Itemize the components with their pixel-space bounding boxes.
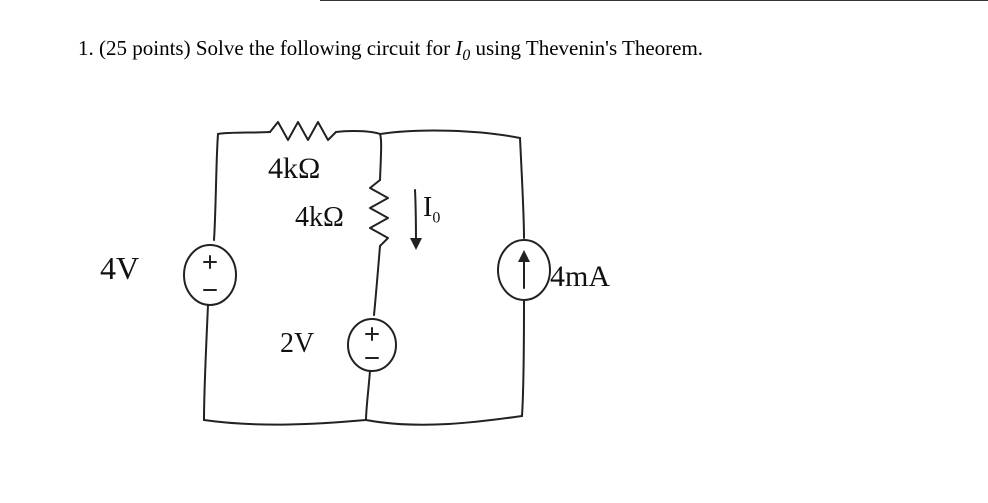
label-r-top: 4kΩ: [268, 152, 320, 186]
wire-bottom-left: [204, 420, 366, 425]
wire-bottom-right: [366, 416, 522, 425]
problem-statement: 1. (25 points) Solve the following circu…: [78, 36, 703, 65]
label-r-mid: 4kΩ: [295, 202, 344, 234]
vsource-mid-plus: [366, 328, 378, 340]
resistor-top: [270, 122, 336, 140]
vsource-left-plus: [204, 256, 216, 268]
label-i-right: 4mA: [550, 260, 610, 294]
label-v-left: 4V: [100, 250, 139, 287]
wire-top-to-node: [336, 131, 381, 180]
problem-prefix: Solve the following circuit for: [196, 36, 456, 60]
vsource-left-body: [184, 245, 236, 305]
circuit-diagram: 4kΩ 4kΩ I0 4V 2V 4mA: [80, 110, 700, 480]
label-i0-sub: 0: [432, 210, 440, 227]
label-i0: I0: [423, 192, 440, 228]
i0-arrow-head: [410, 238, 422, 250]
wire-mid-to-vsrc: [374, 246, 380, 315]
wire-top-left: [218, 132, 270, 134]
wire-right-upper: [520, 138, 524, 238]
circuit-svg: [80, 110, 700, 480]
wire-right-lower: [522, 300, 524, 416]
vsource-mid-body: [348, 319, 396, 371]
resistor-mid: [370, 180, 388, 246]
wire-mid-lower: [366, 371, 370, 420]
problem-number: 1.: [78, 36, 94, 60]
header-rule: [320, 0, 988, 1]
isource-arrow-head: [518, 250, 530, 262]
i0-arrow-shaft: [415, 190, 416, 246]
problem-suffix: using Thevenin's Theorem.: [470, 36, 703, 60]
problem-points: (25 points): [99, 36, 191, 60]
wire-top-right: [380, 131, 520, 138]
wire-left-upper: [214, 134, 218, 240]
label-i0-var: I: [423, 192, 432, 223]
wire-left-lower: [204, 305, 208, 420]
label-v-mid: 2V: [280, 328, 314, 360]
